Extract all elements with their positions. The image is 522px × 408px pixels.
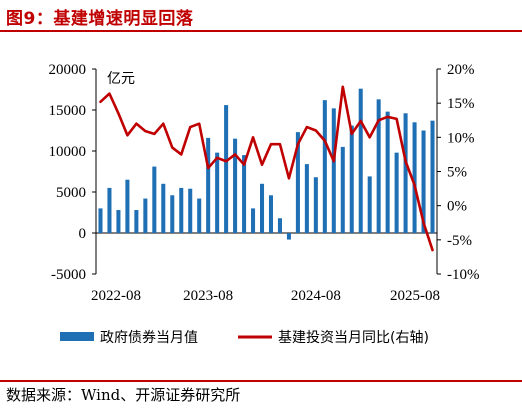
- title-rule: [0, 30, 522, 32]
- chart: -5000 0 5000 10000 15000 20000 -10% -5% 0% 5% 10%…: [49, 62, 480, 346]
- right-tick-label: 15%: [447, 96, 475, 112]
- bar: [188, 188, 193, 233]
- bar: [259, 183, 265, 233]
- bar: [277, 218, 282, 233]
- left-tick-label: 20000: [49, 62, 87, 78]
- bar: [197, 198, 202, 233]
- legend-line-label: 基建投资当月同比(右轴): [278, 329, 429, 346]
- bar: [385, 111, 390, 233]
- right-tick-label: 20%: [447, 62, 475, 78]
- right-tick-label: 0%: [447, 199, 467, 215]
- bar: [367, 176, 372, 233]
- legend: 政府债券当月值 基建投资当月同比(右轴): [60, 329, 429, 346]
- bar: [412, 122, 417, 233]
- bar: [421, 130, 426, 233]
- bar: [107, 187, 112, 233]
- left-tick-label: 0: [79, 226, 87, 242]
- right-tick-label: 5%: [447, 165, 467, 181]
- left-tick-label: 10000: [49, 144, 87, 160]
- bar: [403, 113, 408, 233]
- bar: [394, 152, 399, 233]
- right-tick-label: -5%: [447, 233, 472, 249]
- bar: [143, 198, 148, 233]
- legend-bar-label: 政府债券当月值: [100, 330, 198, 346]
- x-tick-label: 2023-08: [183, 288, 233, 304]
- left-tick-label: -5000: [51, 267, 86, 283]
- bar: [215, 152, 220, 233]
- figure-title: 图9：基建增速明显回落: [6, 9, 194, 29]
- bar: [224, 105, 229, 233]
- x-tick-label: 2024-08: [291, 288, 341, 304]
- bar: [322, 100, 327, 233]
- bar: [295, 132, 300, 233]
- left-tick-label: 5000: [56, 185, 86, 201]
- series-line: [99, 85, 434, 252]
- bar: [268, 195, 274, 233]
- bar: [340, 146, 345, 233]
- right-tick-label: 10%: [447, 130, 475, 146]
- bar: [251, 208, 256, 233]
- bar: [313, 177, 318, 233]
- x-axis: 2022-08 2023-08 2024-08 2025-08: [91, 232, 440, 304]
- left-axis: -5000 0 5000 10000 15000 20000: [49, 62, 97, 283]
- bar: [98, 208, 103, 233]
- x-tick-label: 2022-08: [91, 288, 141, 304]
- legend-bar-swatch: [60, 332, 94, 341]
- left-unit-label: 亿元: [107, 71, 135, 87]
- bar: [376, 99, 381, 233]
- bar: [358, 88, 363, 234]
- bar: [349, 125, 354, 233]
- source-note: 数据来源：Wind、开源证券研究所: [6, 386, 241, 404]
- bar: [161, 183, 166, 233]
- right-axis: -10% -5% 0% 5% 10% 15% 20%: [436, 62, 480, 283]
- bar: [170, 195, 175, 233]
- bar: [286, 233, 291, 240]
- bar: [116, 210, 121, 233]
- bar: [430, 120, 435, 233]
- line-series: [99, 85, 434, 252]
- bar: [304, 164, 309, 233]
- bar: [125, 179, 130, 233]
- source-rule: [0, 380, 522, 382]
- right-tick-label: -10%: [447, 267, 480, 283]
- bar: [134, 210, 139, 233]
- bar: [179, 187, 184, 233]
- left-tick-label: 15000: [49, 103, 87, 119]
- x-tick-label: 2025-08: [390, 288, 440, 304]
- bar: [242, 155, 247, 233]
- bar: [152, 166, 157, 233]
- bar: [233, 138, 238, 233]
- bar: [331, 108, 336, 233]
- bar-series: [98, 88, 435, 240]
- bar: [206, 137, 211, 233]
